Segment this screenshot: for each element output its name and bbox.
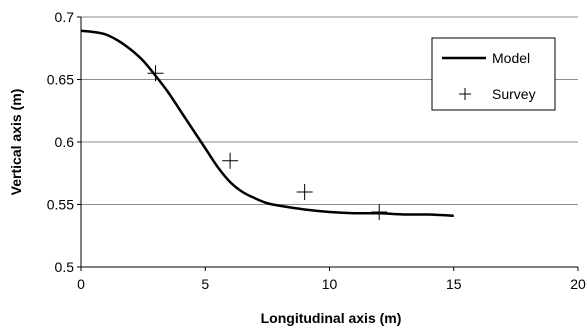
y-tick-label: 0.5 [55,259,75,275]
x-tick-label: 10 [322,276,338,292]
axes [77,16,579,271]
y-tick-label: 0.7 [55,9,75,25]
x-tick-label: 15 [446,276,462,292]
x-tick-label: 0 [77,276,85,292]
y-tick-label: 0.6 [55,134,75,150]
survey-point [222,152,239,169]
legend: Model Survey [431,37,556,111]
legend-survey-label: Survey [492,86,536,102]
y-tick-labels: 0.5 0.55 0.6 0.65 0.7 [47,9,74,275]
x-tick-labels: 0 5 10 15 20 [77,276,586,292]
y-axis-title: Vertical axis (m) [8,89,24,196]
survey-point [296,184,313,200]
legend-box [431,37,556,111]
grid-lines [81,16,578,205]
y-tick-label: 0.55 [47,197,74,213]
survey-point [371,204,388,220]
y-tick-label: 0.65 [47,72,74,88]
model-series-line [80,29,454,217]
x-tick-label: 20 [570,276,586,292]
x-tick-label: 5 [201,276,209,292]
plot-area [80,29,454,220]
x-axis-title: Longitudinal axis (m) [261,310,402,326]
legend-survey-swatch [459,88,471,100]
legend-model-label: Model [492,50,530,66]
survey-point [147,65,164,82]
